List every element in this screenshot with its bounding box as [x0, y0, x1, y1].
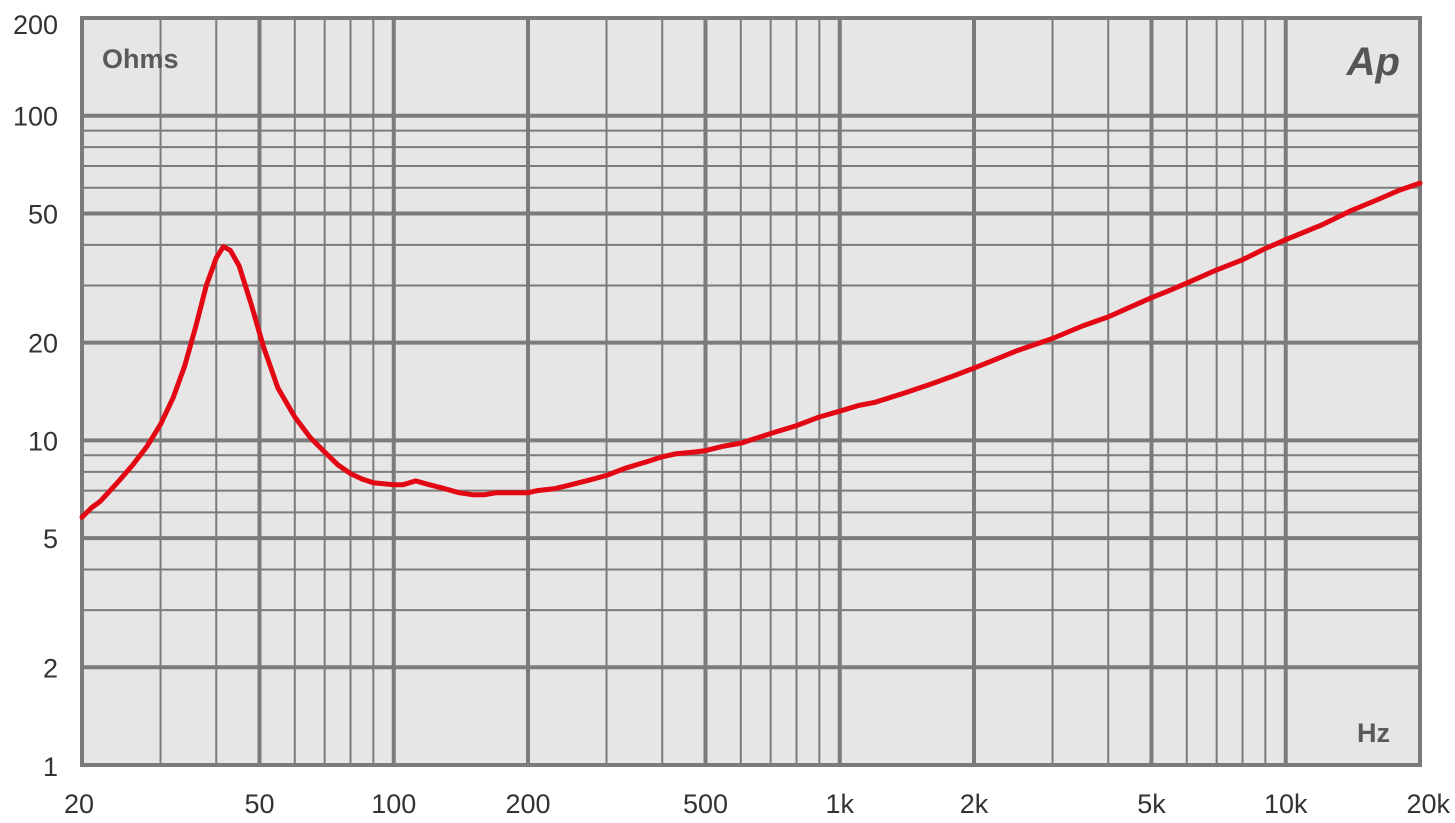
x-tick-label: 20k [1406, 789, 1450, 819]
x-tick-label: 2k [960, 789, 989, 819]
x-tick-label: 1k [825, 789, 854, 819]
x-tick-label: 500 [683, 789, 728, 819]
plot-frame [80, 16, 1422, 767]
x-tick-label: 20 [64, 789, 94, 819]
ap-logo: Ap [1346, 40, 1400, 84]
y-tick-label: 2 [43, 653, 58, 683]
y-axis-unit-label: Ohms [102, 44, 179, 74]
impedance-series-line [79, 180, 1423, 520]
y-tick-label: 50 [28, 199, 58, 229]
x-axis-unit-label: Hz [1357, 718, 1390, 748]
x-tick-label: 200 [505, 789, 550, 819]
y-tick-label: 200 [13, 10, 58, 40]
y-tick-label: 100 [13, 102, 58, 132]
x-tick-label: 10k [1264, 789, 1308, 819]
series-layer [79, 180, 1423, 520]
y-tick-labels: 1 2 5 10 20 50 100 200 [13, 10, 58, 782]
y-tick-label: 10 [28, 426, 58, 456]
minor-gridlines [82, 18, 1420, 765]
x-tick-label: 100 [371, 789, 416, 819]
y-tick-label: 5 [43, 524, 58, 554]
plot-area [82, 18, 1420, 765]
x-tick-label: 50 [244, 789, 274, 819]
y-tick-label: 20 [28, 329, 58, 359]
x-tick-labels: 20 50 100 200 500 1k 2k 5k 10k 20k [64, 789, 1450, 819]
major-gridlines [80, 16, 1422, 767]
x-tick-label: 5k [1137, 789, 1166, 819]
y-tick-label: 1 [43, 752, 58, 782]
